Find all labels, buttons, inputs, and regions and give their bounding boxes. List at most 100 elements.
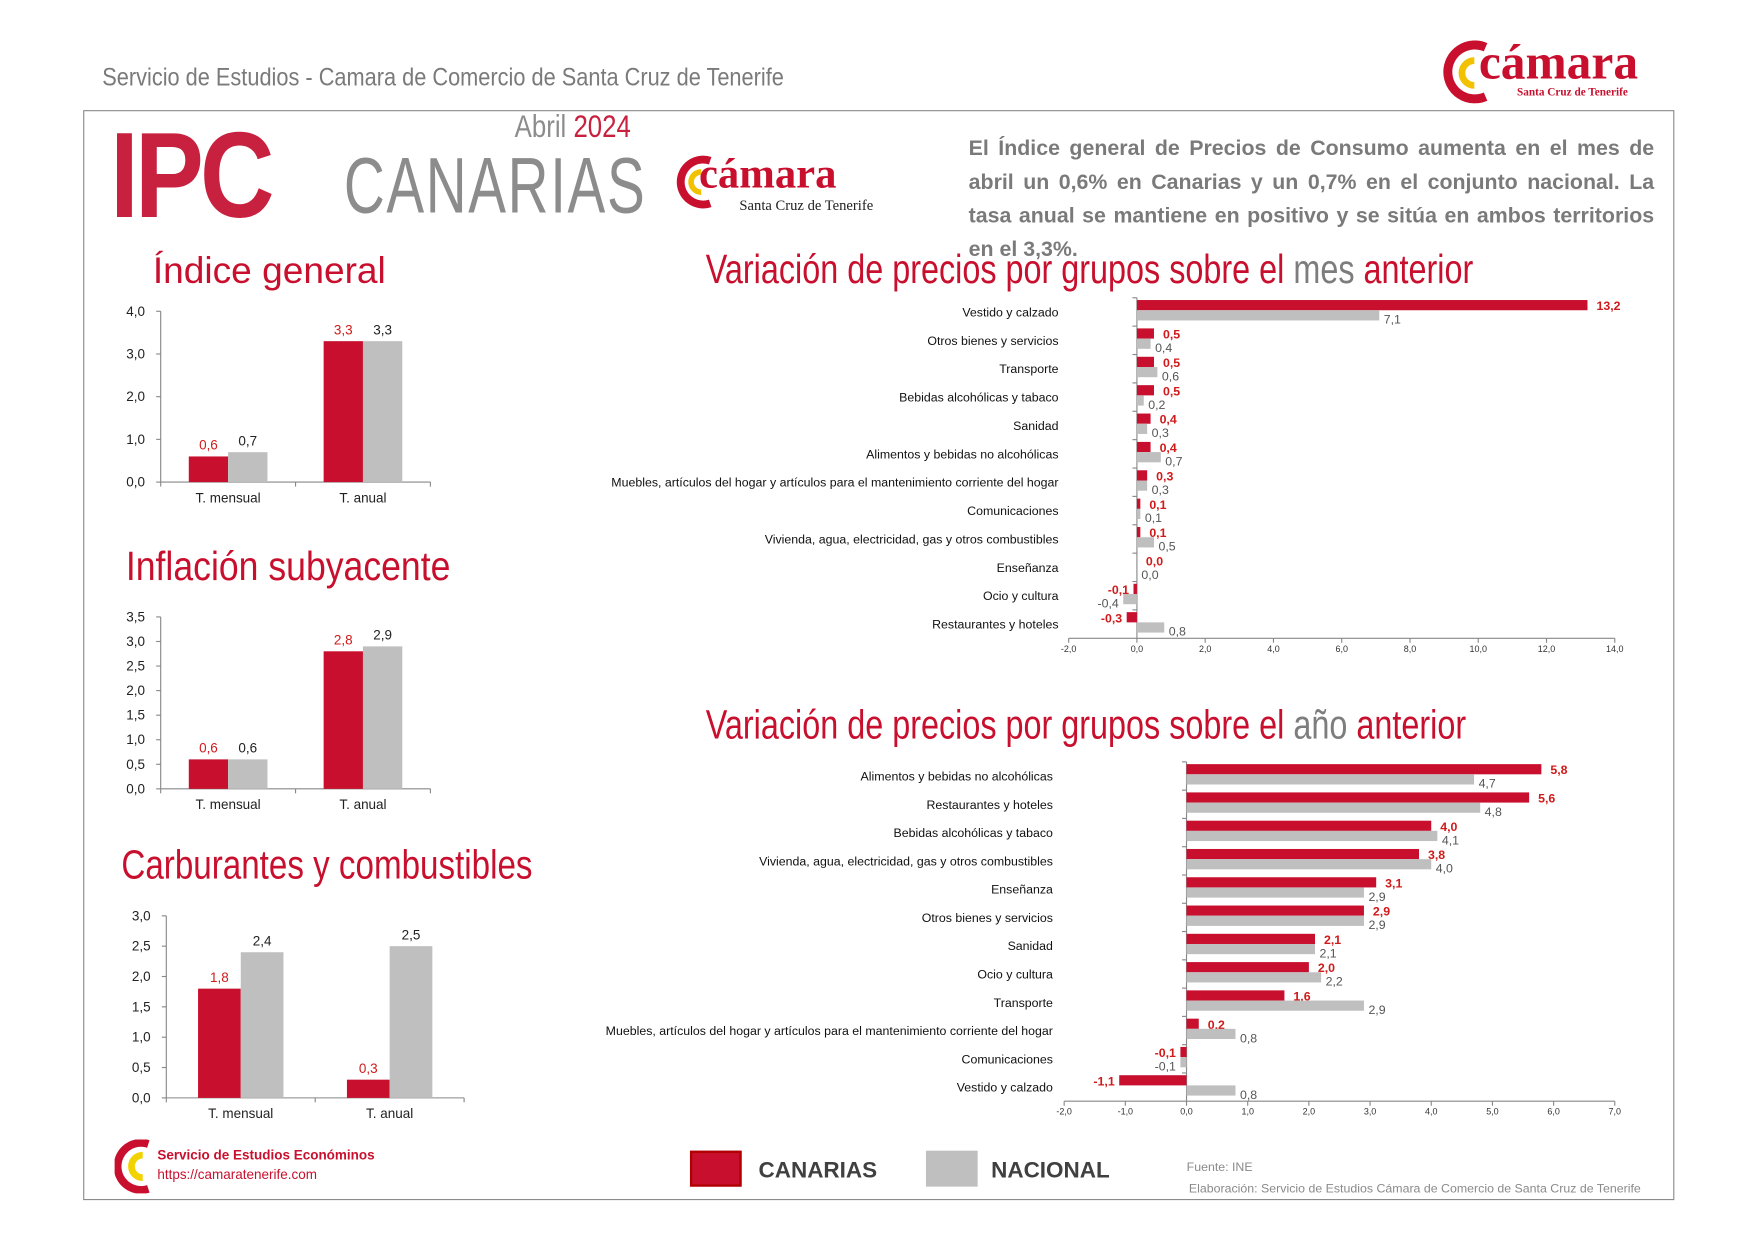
data-label: 2,5	[402, 927, 421, 942]
data-label: 3,3	[334, 322, 353, 337]
data-label: 4,8	[1485, 805, 1502, 819]
footer-service: Servicio de Estudios Económinos https://…	[114, 1139, 385, 1195]
data-label: 0,5	[1163, 356, 1180, 370]
data-label: -0,1	[1155, 1046, 1176, 1060]
data-label: 2,9	[1368, 1003, 1385, 1017]
bar-canarias	[1186, 764, 1542, 775]
data-label: 0,7	[1165, 455, 1182, 469]
bar-canarias	[1136, 356, 1154, 367]
data-label: 0,6	[199, 741, 218, 756]
category-label: Sanidad	[1013, 419, 1058, 433]
bar-nacional	[1123, 593, 1137, 605]
logo-subtitle: Santa Cruz de Tenerife	[739, 196, 874, 214]
data-label: 5,6	[1538, 792, 1555, 806]
data-label: 0,1	[1145, 511, 1162, 525]
bar-canarias	[188, 759, 229, 789]
x-tick-label: 0,0	[1131, 644, 1143, 654]
bar-nacional	[1136, 366, 1158, 378]
data-label: 0,0	[1146, 555, 1163, 569]
bar-canarias	[1136, 413, 1151, 424]
y-tick-label: 0,0	[132, 1090, 151, 1105]
header-title: Servicio de Estudios - Camara de Comerci…	[102, 62, 784, 92]
bar-canarias	[1180, 1046, 1187, 1058]
category-label: Comunicaciones	[962, 1052, 1053, 1066]
logo-subtitle: Santa Cruz de Tenerife	[1517, 86, 1628, 99]
carburantes-title: Carburantes y combustibles	[121, 841, 533, 888]
x-tick-label: 6,0	[1547, 1107, 1559, 1117]
y-tick-label: 2,0	[126, 389, 145, 404]
category-label: Vivienda, agua, electricidad, gas y otro…	[765, 532, 1059, 546]
x-tick-label: T. mensual	[196, 490, 261, 505]
bar-canarias	[1186, 933, 1316, 944]
data-label: 4,0	[1440, 820, 1457, 834]
data-label: 0,4	[1160, 441, 1177, 455]
bar-canarias	[1186, 990, 1285, 1001]
y-tick-label: 2,5	[132, 939, 151, 954]
category-label: Ocio y cultura	[977, 967, 1053, 981]
camara-c-logo-icon	[676, 155, 712, 209]
ipc-title: IPC	[110, 106, 274, 243]
bar-canarias	[346, 1079, 390, 1098]
x-tick-label: 2,0	[1303, 1107, 1315, 1117]
bar-nacional	[228, 452, 268, 483]
data-label: 2,9	[1368, 890, 1385, 904]
data-label: 0,6	[199, 438, 218, 453]
bar-canarias	[1186, 848, 1420, 860]
indice-title: Índice general	[152, 249, 386, 292]
legend-swatch-canarias	[689, 1150, 742, 1187]
category-label: Ocio y cultura	[983, 589, 1059, 603]
data-label: 0,4	[1155, 341, 1172, 355]
subyacente-title: Inflación subyacente	[125, 542, 451, 589]
y-tick-label: 3,0	[132, 908, 151, 923]
data-label: 2,9	[1373, 905, 1390, 919]
region-title: CANARIAS	[343, 141, 647, 230]
title-part: Variación de precios por grupos sobre el	[705, 246, 1294, 293]
y-tick-label: 3,0	[126, 634, 145, 649]
data-label: -0,3	[1101, 611, 1122, 625]
bar-nacional	[1136, 537, 1154, 548]
bar-canarias	[198, 988, 241, 1098]
website-link[interactable]: https://camaratenerife.com	[157, 1166, 317, 1183]
bar-nacional	[1136, 310, 1380, 321]
data-label: -0,1	[1108, 583, 1129, 597]
report-date: Abril 2024	[515, 111, 631, 142]
category-label: Sanidad	[1008, 939, 1053, 953]
legend-swatch-nacional	[925, 1150, 978, 1187]
bar-canarias	[1186, 962, 1309, 973]
bar-nacional	[362, 646, 403, 789]
category-label: Restaurantes y hoteles	[927, 798, 1053, 812]
category-label: Comunicaciones	[967, 504, 1058, 518]
x-tick-label: 5,0	[1486, 1107, 1498, 1117]
category-label: Bebidas alcohólicas y tabaco	[899, 391, 1059, 405]
data-label: 2,2	[1326, 975, 1343, 989]
category-label: Vivienda, agua, electricidad, gas y otro…	[759, 854, 1053, 868]
data-label: -0,1	[1155, 1060, 1176, 1074]
bar-nacional	[1136, 338, 1151, 349]
data-label: 4,7	[1479, 777, 1496, 791]
source-note: Fuente: INE	[1186, 1160, 1253, 1175]
data-label: 0,1	[1149, 526, 1166, 540]
x-tick-label: 1,0	[1241, 1107, 1253, 1117]
data-label: 0,5	[1163, 328, 1180, 342]
bar-nacional	[1136, 452, 1161, 463]
category-label: Transporte	[999, 362, 1058, 376]
data-label: 4,0	[1436, 862, 1453, 876]
category-label: Otros bienes y servicios	[922, 911, 1053, 925]
bar-canarias	[1136, 300, 1588, 311]
x-tick-label: T. anual	[366, 1106, 413, 1121]
y-tick-label: 1,0	[126, 732, 145, 747]
x-tick-label: 6,0	[1335, 644, 1347, 654]
bar-nacional	[1136, 395, 1144, 406]
logo-text: cámara	[698, 150, 837, 198]
title-part: mes	[1293, 246, 1355, 293]
y-tick-label: 0,0	[126, 781, 145, 796]
x-tick-label: 4,0	[1267, 644, 1279, 654]
data-label: 3,8	[1428, 848, 1445, 862]
data-label: 0,3	[359, 1061, 378, 1076]
bar-nacional	[1136, 508, 1141, 520]
service-name: Servicio de Estudios Económinos	[157, 1147, 375, 1164]
y-tick-label: 4,0	[126, 304, 145, 319]
legend-label-canarias: CANARIAS	[758, 1158, 878, 1184]
x-tick-label: T. anual	[339, 490, 386, 505]
